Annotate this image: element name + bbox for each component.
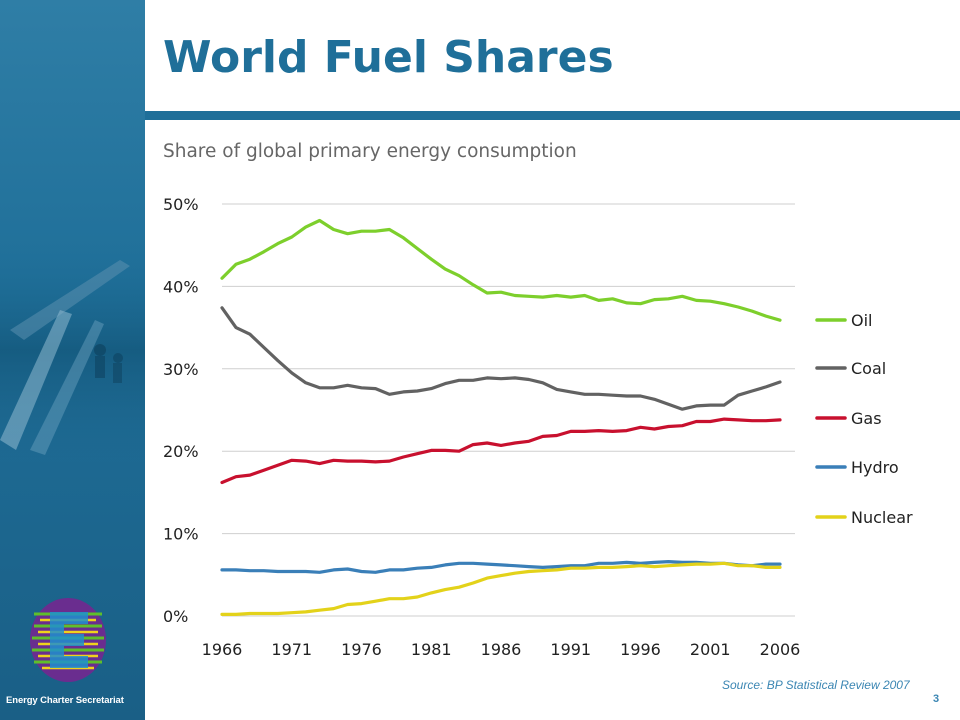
source-note: Source: BP Statistical Review 2007 [722, 678, 910, 692]
y-tick-label: 0% [163, 607, 188, 626]
series-line-oil [220, 218, 782, 322]
x-tick-label: 1971 [271, 640, 312, 659]
legend-label-coal: Coal [851, 359, 886, 378]
x-tick-label: 2001 [690, 640, 731, 659]
series-line-hydro [220, 560, 782, 574]
x-tick-label: 1981 [411, 640, 452, 659]
series-line-gas [220, 417, 782, 485]
energy-charter-logo [30, 598, 106, 682]
y-tick-label: 40% [163, 277, 199, 296]
y-tick-label: 20% [163, 442, 199, 461]
x-tick-label: 1991 [550, 640, 591, 659]
legend-label-hydro: Hydro [851, 458, 899, 477]
x-tick-label: 2006 [760, 640, 801, 659]
fuel-share-line-chart: 0% 10% 20% 30% 40% 50% 1966 1971 1976 1981 1986 199… [163, 195, 913, 659]
organization-name: Energy Charter Secretariat [6, 695, 124, 706]
x-tick-label: 1986 [481, 640, 522, 659]
y-tick-label: 50% [163, 195, 199, 214]
header-divider [145, 111, 960, 120]
sidebar-panel: Energy Charter Secretariat [0, 0, 145, 720]
chart-subtitle: Share of global primary energy consumpti… [163, 141, 577, 162]
slide-title: World Fuel Shares [163, 32, 614, 83]
x-tick-label: 1966 [202, 640, 243, 659]
series-line-coal [220, 306, 782, 411]
y-tick-label: 30% [163, 360, 199, 379]
y-tick-label: 10% [163, 525, 199, 544]
legend-label-nuclear: Nuclear [851, 508, 913, 527]
legend-label-oil: Oil [851, 311, 872, 330]
x-tick-label: 1976 [341, 640, 382, 659]
page-number: 3 [933, 693, 940, 705]
legend-label-gas: Gas [851, 409, 882, 428]
series-line-nuclear [220, 561, 782, 616]
pipeline-photo [0, 240, 145, 460]
x-tick-label: 1996 [620, 640, 661, 659]
